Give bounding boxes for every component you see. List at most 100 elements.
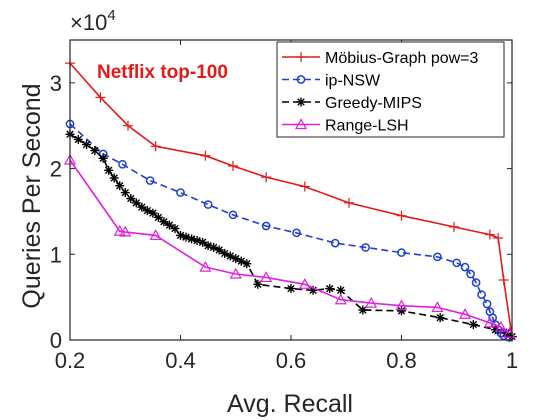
data-point [242, 259, 252, 269]
data-point [336, 285, 346, 295]
data-point [227, 161, 238, 171]
data-point [330, 238, 340, 248]
data-point [98, 153, 108, 163]
data-point [477, 290, 486, 299]
data-point [395, 299, 408, 311]
data-point [484, 229, 495, 240]
data-point [229, 267, 242, 279]
data-point [435, 313, 445, 323]
x-tick-label: 0.4 [165, 348, 196, 373]
data-point [299, 181, 310, 192]
data-point [126, 194, 136, 204]
y-multiplier: ×104 [70, 7, 116, 35]
series-mobius [65, 58, 517, 342]
data-point [145, 176, 155, 185]
data-point [294, 118, 308, 130]
legend-label: Greedy-MIPS [325, 95, 422, 112]
y-tick-label: 2 [50, 157, 62, 182]
data-point [119, 225, 132, 237]
y-tick-label: 1 [50, 242, 62, 267]
data-point [494, 320, 507, 332]
series-line [69, 123, 510, 339]
data-point [131, 198, 141, 208]
data-point [466, 269, 475, 279]
x-tick-label: 0.8 [386, 348, 417, 373]
x-tick-label: 1 [506, 348, 518, 373]
data-point [118, 159, 127, 169]
data-point [433, 252, 442, 262]
data-point [148, 208, 158, 218]
data-point [228, 210, 238, 220]
series-greedy [65, 129, 517, 342]
data-point [365, 296, 378, 308]
data-point [498, 275, 509, 285]
data-point [153, 212, 163, 222]
y-multiplier-exp: 4 [107, 7, 115, 24]
data-point [483, 316, 496, 328]
x-tick-label: 0.2 [55, 348, 86, 373]
data-point [261, 172, 272, 183]
data-point [396, 210, 407, 221]
data-point [260, 271, 273, 283]
data-point [482, 299, 492, 309]
data-point [123, 120, 134, 131]
data-point [460, 262, 470, 272]
data-point [199, 260, 212, 272]
data-point [471, 278, 481, 287]
data-point [431, 301, 444, 313]
data-point [113, 224, 126, 236]
data-point [344, 197, 355, 208]
legend-label: ip-NSW [325, 73, 381, 90]
data-point [253, 279, 263, 289]
data-point [499, 331, 509, 341]
data-point [286, 284, 296, 294]
data-point [298, 278, 311, 289]
data-point [176, 188, 185, 197]
data-point [452, 258, 462, 268]
data-point [261, 221, 271, 231]
data-point [104, 165, 114, 175]
data-point [203, 200, 213, 209]
data-point [95, 92, 106, 103]
y-tick-label: 0 [50, 328, 62, 353]
legend-box [276, 41, 505, 138]
data-point [296, 97, 306, 107]
x-tick-label: 0.6 [276, 348, 307, 373]
data-point [397, 306, 406, 316]
data-point [149, 229, 162, 241]
legend: Möbius-Graph pow=3 ip-NSW Greedy-MIPS Range… [276, 41, 505, 138]
tick-layer: 0.2 0.4 0.6 0.8 1 0 1 2 3 [50, 40, 518, 373]
data-point [115, 181, 125, 191]
data-point [292, 228, 301, 238]
data-point [358, 305, 368, 315]
y-multiplier-base: ×10 [70, 10, 107, 35]
data-point [170, 224, 180, 234]
legend-label: Range-LSH [325, 118, 409, 135]
data-point [459, 308, 472, 319]
legend-entry: Möbius-Graph pow=3 [282, 50, 479, 67]
data-point [120, 188, 130, 198]
series-line [69, 159, 510, 334]
data-point [296, 52, 306, 62]
data-point [397, 248, 406, 257]
chart-annotation: Netflix top-100 [97, 62, 228, 83]
legend-entry: ip-NSW [282, 73, 381, 90]
series-layer [63, 58, 517, 342]
x-axis-label: Avg. Recall [227, 390, 353, 418]
data-point [109, 173, 119, 183]
data-point [448, 221, 459, 232]
data-point [73, 134, 83, 144]
data-point [150, 141, 161, 152]
data-point [325, 284, 335, 294]
y-axis-label: Queries Per Second [18, 83, 46, 308]
data-point [493, 233, 504, 243]
y-tick-label: 3 [50, 71, 62, 96]
data-point [164, 220, 174, 230]
legend-label: Möbius-Graph pow=3 [325, 50, 479, 67]
legend-entry: Range-LSH [282, 118, 409, 135]
data-point [90, 146, 100, 156]
data-point [296, 75, 306, 84]
data-point [334, 293, 347, 305]
data-point [361, 243, 370, 252]
